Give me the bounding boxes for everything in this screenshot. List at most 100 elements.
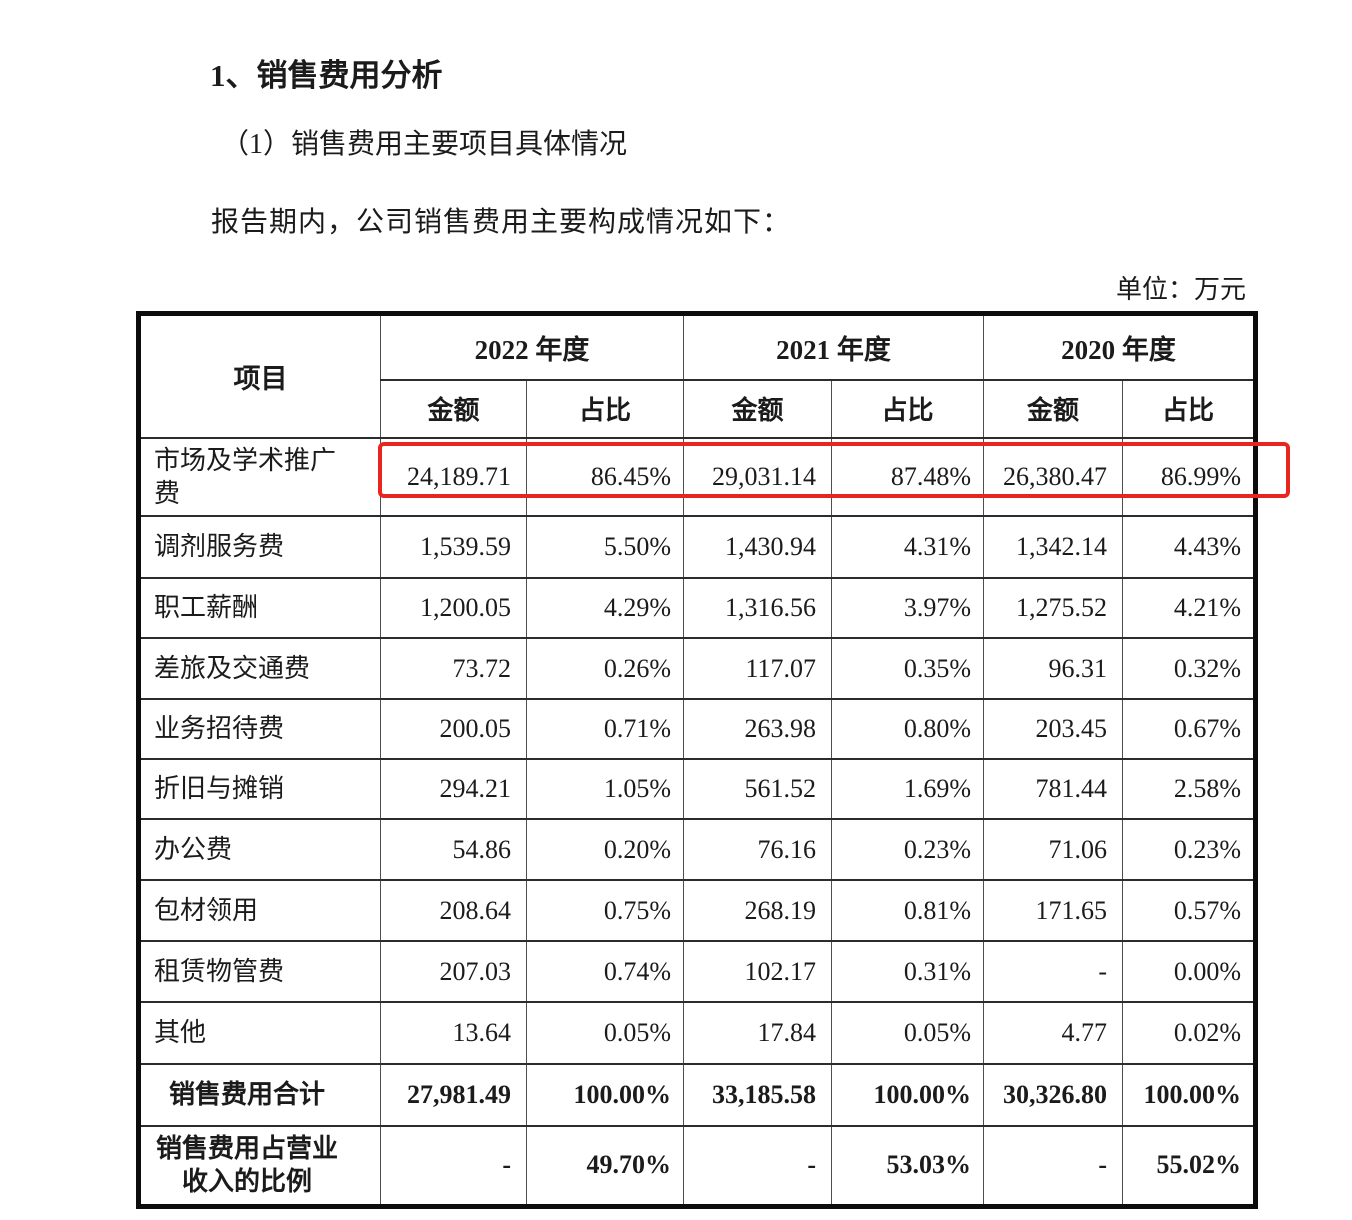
- amount-cell: 1,342.14: [983, 515, 1123, 580]
- table-row: 折旧与摊销 294.21 1.05% 561.52 1.69% 781.44 2.58%: [138, 758, 1256, 821]
- amount-cell: 76.16: [683, 818, 832, 882]
- table-header-year-row: 项目 2022 年度 2021 年度 2020 年度: [138, 312, 1256, 439]
- header-amount-2022: 金额: [380, 378, 527, 439]
- percent-cell: 4.31%: [831, 515, 984, 580]
- table-row: 销售费用占营业收入的比例 -49.70% -53.03% -55.02%: [138, 1125, 1256, 1208]
- percent-cell: 0.05%: [526, 1001, 684, 1066]
- percent-cell: 0.23%: [1122, 818, 1256, 882]
- amount-cell: -: [983, 1125, 1123, 1208]
- amount-cell: 1,316.56: [683, 577, 832, 640]
- percent-cell: 0.35%: [831, 637, 984, 701]
- amount-cell: 1,539.59: [380, 515, 527, 580]
- amount-cell: 268.19: [683, 879, 832, 943]
- amount-cell: 96.31: [983, 637, 1123, 701]
- percent-cell: 0.57%: [1122, 879, 1256, 943]
- amount-cell: 207.03: [380, 940, 527, 1004]
- amount-cell: -: [683, 1125, 832, 1208]
- percent-cell: 3.97%: [831, 577, 984, 640]
- percent-cell: 49.70%: [526, 1125, 684, 1208]
- row-label: 折旧与摊销: [138, 758, 381, 821]
- table-row: 市场及学术推广费 24,189.71 86.45% 29,031.14 87.48% 26…: [138, 436, 1256, 518]
- percent-cell: 0.75%: [526, 879, 684, 943]
- amount-cell: 117.07: [683, 637, 832, 701]
- unit-label: 单位：万元: [1115, 275, 1246, 304]
- amount-cell: 561.52: [683, 758, 832, 821]
- row-label: 租赁物管费: [138, 940, 381, 1004]
- amount-cell: 27,981.49: [380, 1063, 527, 1128]
- amount-cell: 200.05: [380, 698, 527, 761]
- amount-cell: 203.45: [983, 698, 1123, 761]
- percent-cell: 0.20%: [526, 818, 684, 882]
- percent-cell: 53.03%: [831, 1125, 984, 1208]
- table-header-sub-row: 金额 占比 金额 占比 金额 占比: [139, 378, 1256, 439]
- percent-cell: 87.48%: [831, 436, 984, 518]
- percent-cell: 0.80%: [831, 698, 984, 761]
- row-label: 销售费用合计: [138, 1063, 381, 1128]
- amount-cell: -: [380, 1125, 527, 1208]
- percent-cell: 0.02%: [1122, 1001, 1256, 1066]
- table-row: 其他 13.64 0.05% 17.84 0.05% 4.77 0.02%: [138, 1001, 1256, 1066]
- header-ratio-2022: 占比: [526, 378, 684, 439]
- amount-cell: 26,380.47: [983, 436, 1123, 518]
- table-row: 职工薪酬 1,200.05 4.29% 1,316.56 3.97% 1,275.52 4.…: [138, 577, 1256, 640]
- percent-cell: 4.29%: [526, 577, 684, 640]
- header-year-2022: 2022 年度: [380, 312, 684, 381]
- intro-paragraph: 报告期内，公司销售费用主要构成情况如下：: [211, 207, 792, 238]
- subsection-heading: （1）销售费用主要项目具体情况: [221, 129, 628, 160]
- percent-cell: 0.32%: [1122, 637, 1256, 701]
- table-row: 包材领用 208.64 0.75% 268.19 0.81% 171.65 0.57%: [138, 879, 1256, 943]
- row-label: 办公费: [138, 818, 381, 882]
- amount-cell: 24,189.71: [380, 436, 527, 518]
- amount-cell: 33,185.58: [683, 1063, 832, 1128]
- percent-cell: 86.45%: [526, 436, 684, 518]
- percent-cell: 0.23%: [831, 818, 984, 882]
- header-ratio-2020: 占比: [1122, 378, 1256, 439]
- amount-cell: 102.17: [683, 940, 832, 1004]
- row-label: 销售费用占营业收入的比例: [138, 1125, 381, 1208]
- percent-cell: 0.31%: [831, 940, 984, 1004]
- percent-cell: 100.00%: [1122, 1063, 1256, 1128]
- amount-cell: 17.84: [683, 1001, 832, 1066]
- section-heading: 1、销售费用分析: [210, 58, 443, 93]
- percent-cell: 5.50%: [526, 515, 684, 580]
- row-label: 其他: [138, 1001, 381, 1066]
- amount-cell: 1,275.52: [983, 577, 1123, 640]
- row-label: 差旅及交通费: [138, 637, 381, 701]
- amount-cell: 171.65: [983, 879, 1123, 943]
- amount-cell: 1,430.94: [683, 515, 832, 580]
- row-label: 包材领用: [138, 879, 381, 943]
- amount-cell: 30,326.80: [983, 1063, 1123, 1128]
- table-row: 调剂服务费 1,539.59 5.50% 1,430.94 4.31% 1,342.14 4…: [138, 515, 1256, 580]
- percent-cell: 0.05%: [831, 1001, 984, 1066]
- amount-cell: 29,031.14: [683, 436, 832, 518]
- table-row: 办公费 54.86 0.20% 76.16 0.23% 71.06 0.23%: [138, 818, 1256, 882]
- percent-cell: 0.67%: [1122, 698, 1256, 761]
- header-amount-2020: 金额: [983, 378, 1123, 439]
- percent-cell: 4.21%: [1122, 577, 1256, 640]
- amount-cell: 13.64: [380, 1001, 527, 1066]
- header-ratio-2021: 占比: [831, 378, 984, 439]
- percent-cell: 0.81%: [831, 879, 984, 943]
- percent-cell: 0.26%: [526, 637, 684, 701]
- amount-cell: 263.98: [683, 698, 832, 761]
- percent-cell: 1.05%: [526, 758, 684, 821]
- row-label: 业务招待费: [138, 698, 381, 761]
- table-row: 业务招待费 200.05 0.71% 263.98 0.80% 203.45 0.67%: [138, 698, 1256, 761]
- table-row: 差旅及交通费 73.72 0.26% 117.07 0.35% 96.31 0.32%: [138, 637, 1256, 701]
- percent-cell: 86.99%: [1122, 436, 1256, 518]
- amount-cell: 71.06: [983, 818, 1123, 882]
- table-row: 销售费用合计 27,981.49 100.00% 33,185.58 100.00% 30…: [138, 1063, 1256, 1128]
- row-label: 职工薪酬: [138, 577, 381, 640]
- percent-cell: 1.69%: [831, 758, 984, 821]
- sales-expense-table: 项目 2022 年度 2021 年度 2020 年度 金额 占比 金额 占比 金…: [136, 311, 1258, 1209]
- percent-cell: 100.00%: [831, 1063, 984, 1128]
- percent-cell: 0.74%: [526, 940, 684, 1004]
- header-year-2020: 2020 年度: [983, 312, 1256, 381]
- table-row: 租赁物管费 207.03 0.74% 102.17 0.31% -0.00%: [138, 940, 1256, 1004]
- amount-cell: 1,200.05: [380, 577, 527, 640]
- percent-cell: 100.00%: [526, 1063, 684, 1128]
- percent-cell: 2.58%: [1122, 758, 1256, 821]
- amount-cell: 294.21: [380, 758, 527, 821]
- percent-cell: 4.43%: [1122, 515, 1256, 580]
